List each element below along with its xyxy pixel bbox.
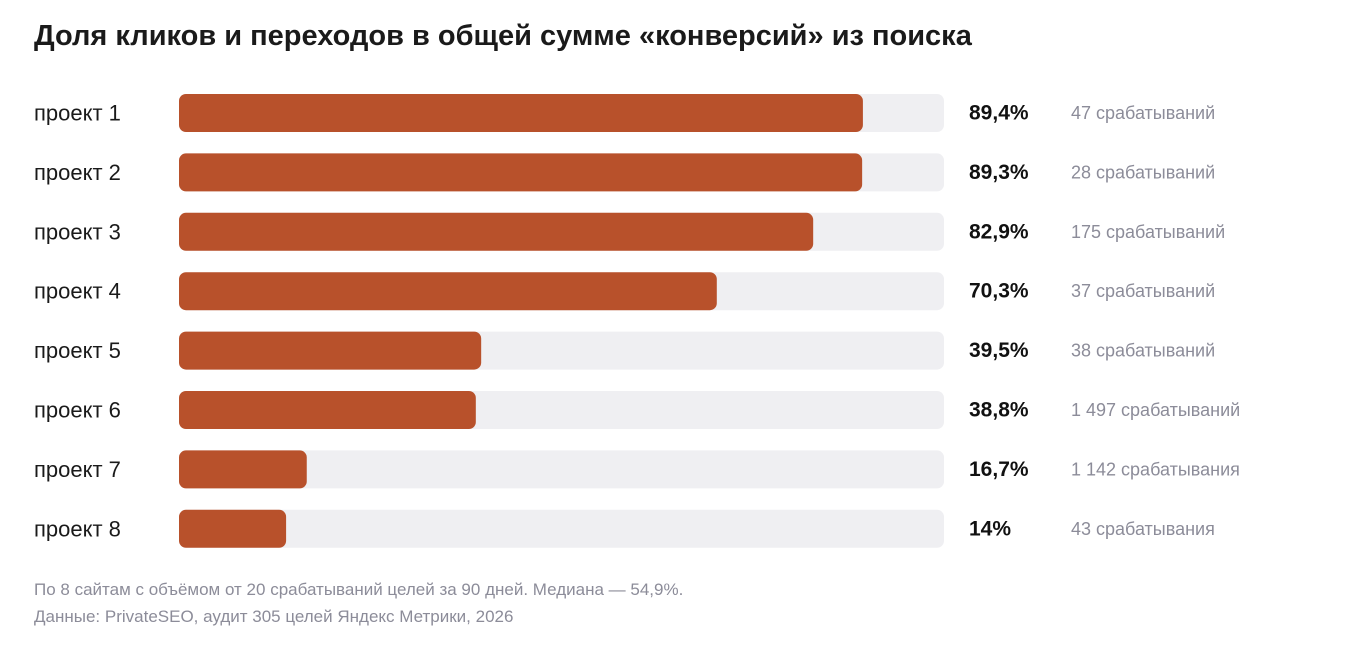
bar-4 (179, 272, 717, 311)
bar-row-5: проект 5 39,5% 38 срабатываний (34, 331, 1215, 370)
bar-row-7: проект 7 16,7% 1 142 срабатывания (34, 450, 1240, 489)
count-label-4: 37 срабатываний (1071, 281, 1215, 301)
count-label-3: 175 срабатываний (1071, 222, 1225, 242)
count-label-7: 1 142 срабатывания (1071, 459, 1240, 479)
count-label-1: 47 срабатываний (1071, 103, 1215, 123)
footnote-source: Данные: PrivateSEO, аудит 305 целей Янде… (34, 607, 514, 626)
count-label-5: 38 срабатываний (1071, 341, 1215, 361)
category-label-1: проект 1 (34, 101, 121, 126)
category-label-4: проект 4 (34, 279, 121, 304)
count-label-2: 28 срабатываний (1071, 162, 1215, 182)
bar-track-7 (179, 450, 944, 489)
count-label-6: 1 497 срабатываний (1071, 400, 1240, 420)
category-label-7: проект 7 (34, 457, 121, 482)
bar-row-3: проект 3 82,9% 175 срабатываний (34, 212, 1225, 251)
bar-row-1: проект 1 89,4% 47 срабатываний (34, 94, 1215, 132)
bar-7 (179, 450, 307, 489)
bar-8 (179, 509, 287, 548)
bar-track-8 (179, 509, 944, 548)
category-label-8: проект 8 (34, 516, 121, 541)
category-label-5: проект 5 (34, 338, 121, 363)
bar-row-4: проект 4 70,3% 37 срабатываний (34, 272, 1215, 311)
category-label-6: проект 6 (34, 398, 121, 423)
value-label-1: 89,4% (969, 102, 1029, 125)
value-label-8: 14% (969, 517, 1011, 540)
bar-row-8: проект 8 14% 43 срабатывания (34, 509, 1215, 548)
category-label-3: проект 3 (34, 219, 121, 244)
bar-3 (179, 212, 814, 251)
category-label-2: проект 2 (34, 160, 121, 185)
bar-6 (179, 391, 476, 429)
value-label-5: 39,5% (969, 339, 1029, 362)
bar-2 (179, 153, 863, 192)
bar-row-2: проект 2 89,3% 28 срабатываний (34, 153, 1215, 192)
bar-5 (179, 331, 482, 370)
value-label-7: 16,7% (969, 458, 1029, 481)
value-label-4: 70,3% (969, 280, 1029, 303)
value-label-2: 89,3% (969, 161, 1029, 184)
value-label-6: 38,8% (969, 399, 1029, 422)
bar-row-6: проект 6 38,8% 1 497 срабатываний (34, 391, 1240, 429)
bar-1 (179, 94, 863, 132)
value-label-3: 82,9% (969, 220, 1029, 243)
count-label-8: 43 срабатывания (1071, 519, 1215, 539)
chart-title: Доля кликов и переходов в общей сумме «к… (34, 20, 972, 52)
footnote-sample: По 8 сайтам с объёмом от 20 срабатываний… (34, 580, 684, 599)
